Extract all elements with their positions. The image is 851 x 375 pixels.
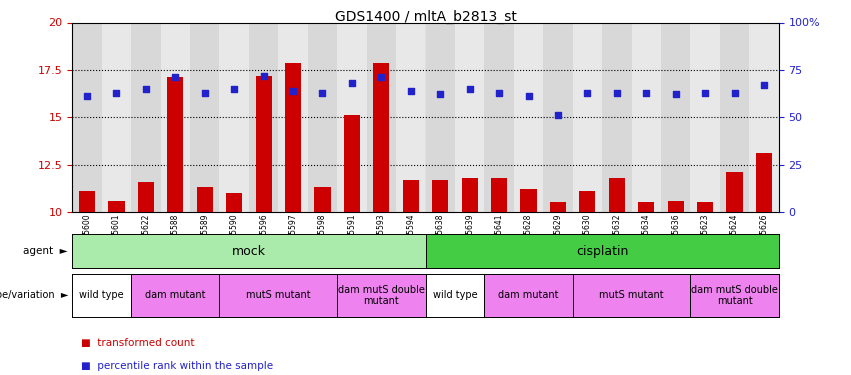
Bar xyxy=(190,22,220,212)
Text: ■  percentile rank within the sample: ■ percentile rank within the sample xyxy=(81,361,273,370)
Bar xyxy=(631,22,661,212)
Bar xyxy=(455,22,484,212)
Bar xyxy=(638,202,654,212)
Point xyxy=(286,88,300,94)
Text: genotype/variation  ►: genotype/variation ► xyxy=(0,290,68,300)
Bar xyxy=(79,191,95,212)
Bar xyxy=(484,22,514,212)
Text: dam mutS double
mutant: dam mutS double mutant xyxy=(338,285,425,306)
Bar xyxy=(255,75,271,212)
Bar xyxy=(220,22,248,212)
Point xyxy=(728,90,741,96)
Bar xyxy=(168,77,184,212)
Point xyxy=(699,90,712,96)
Bar xyxy=(543,22,573,212)
Point xyxy=(198,90,212,96)
Point xyxy=(580,90,594,96)
Bar xyxy=(720,22,749,212)
Point xyxy=(433,92,447,98)
Point xyxy=(139,86,152,92)
Text: ■  transformed count: ■ transformed count xyxy=(81,338,194,348)
Bar xyxy=(608,178,625,212)
Bar xyxy=(661,22,690,212)
Bar xyxy=(197,187,213,212)
Text: wild type: wild type xyxy=(432,290,477,300)
Point xyxy=(110,90,123,96)
Bar xyxy=(344,115,360,212)
Text: wild type: wild type xyxy=(79,290,124,300)
Bar xyxy=(108,201,124,212)
Bar xyxy=(690,22,720,212)
Bar xyxy=(756,153,772,212)
Point xyxy=(404,88,418,94)
Bar xyxy=(521,189,537,212)
Bar xyxy=(367,22,396,212)
Text: mock: mock xyxy=(232,245,266,258)
Text: dam mutant: dam mutant xyxy=(498,290,559,300)
Bar xyxy=(161,22,190,212)
Point xyxy=(80,93,94,99)
Bar xyxy=(432,180,448,212)
Text: mutS mutant: mutS mutant xyxy=(599,290,664,300)
Bar xyxy=(602,22,631,212)
Point xyxy=(610,90,624,96)
Text: cisplatin: cisplatin xyxy=(576,245,628,258)
Bar xyxy=(374,63,390,212)
Point xyxy=(492,90,505,96)
Bar xyxy=(226,193,243,212)
Point xyxy=(757,82,771,88)
Bar xyxy=(249,22,278,212)
Text: mutS mutant: mutS mutant xyxy=(246,290,311,300)
Text: dam mutS double
mutant: dam mutS double mutant xyxy=(691,285,778,306)
Bar xyxy=(131,22,161,212)
Point xyxy=(669,92,683,98)
Point xyxy=(522,93,535,99)
Text: agent  ►: agent ► xyxy=(24,246,68,256)
Bar xyxy=(72,22,102,212)
Bar xyxy=(727,172,743,212)
Text: dam mutant: dam mutant xyxy=(145,290,206,300)
Bar xyxy=(461,178,477,212)
Bar xyxy=(337,22,367,212)
Bar xyxy=(697,202,713,212)
Bar xyxy=(278,22,308,212)
Bar xyxy=(491,178,507,212)
Point xyxy=(463,86,477,92)
Bar xyxy=(102,22,131,212)
Point xyxy=(551,112,565,118)
Point xyxy=(227,86,241,92)
Bar xyxy=(308,22,337,212)
Bar xyxy=(426,22,455,212)
Bar xyxy=(580,191,596,212)
Bar xyxy=(285,63,301,212)
Bar xyxy=(514,22,543,212)
Point xyxy=(257,72,271,78)
Point xyxy=(346,80,359,86)
Text: GDS1400 / mltA_b2813_st: GDS1400 / mltA_b2813_st xyxy=(334,9,517,24)
Bar xyxy=(667,201,683,212)
Bar xyxy=(550,202,566,212)
Bar xyxy=(138,182,154,212)
Bar xyxy=(573,22,603,212)
Point xyxy=(316,90,329,96)
Point xyxy=(168,74,182,80)
Bar xyxy=(749,22,779,212)
Bar xyxy=(314,187,330,212)
Bar xyxy=(396,22,426,212)
Point xyxy=(374,74,388,80)
Point xyxy=(639,90,653,96)
Bar xyxy=(403,180,419,212)
